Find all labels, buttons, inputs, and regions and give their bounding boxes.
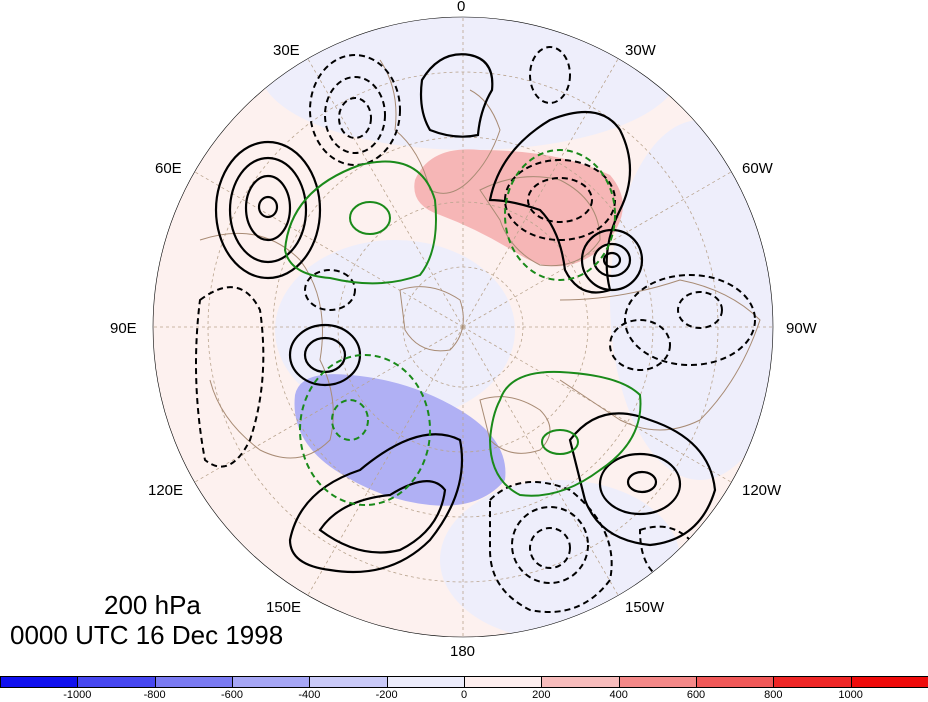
contour-solid <box>568 412 717 547</box>
map-boundary <box>152 16 774 638</box>
contour-dashed <box>504 159 616 241</box>
colorbar-swatch <box>618 676 697 688</box>
colorbar-tick-label: -600 <box>220 689 244 701</box>
colorbar-tick-label: -400 <box>298 689 321 701</box>
shading-light-blue-east <box>610 120 773 480</box>
contour-solid <box>228 156 308 264</box>
colorbar-tick-label: 400 <box>609 689 628 701</box>
lon-label-120w: 120W <box>742 482 782 499</box>
colorbar-swatch <box>850 676 928 688</box>
contour-green-solid <box>283 160 437 285</box>
coastlines <box>199 59 761 459</box>
colorbar-tick-label: 1000 <box>838 689 863 701</box>
colorbar-swatch <box>464 676 543 688</box>
colorbar-tick-label: -800 <box>143 689 166 701</box>
colorbar-swatch <box>696 676 775 688</box>
colorbar-tick-label: -1000 <box>63 689 92 701</box>
lon-label-60w: 60W <box>742 160 773 177</box>
lon-label-90e: 90E <box>110 320 137 337</box>
lon-label-0: 0 <box>457 0 466 15</box>
contour-green-dashed <box>331 399 369 441</box>
colorbar-tick-label: 800 <box>764 689 783 701</box>
lon-label-120e: 120E <box>148 482 184 499</box>
contour-solid <box>257 195 279 219</box>
lon-label-150w: 150W <box>625 599 665 616</box>
colorbar-swatch <box>0 676 79 688</box>
colorbar-tick-label: -200 <box>375 689 398 701</box>
green-contours <box>283 160 642 497</box>
parallel-circle <box>402 266 524 388</box>
coastline-alaska <box>479 396 551 454</box>
contour-dashed <box>529 527 571 569</box>
colorbar: -1000 -800 -600 -400 -200 0 200 400 600 800 1000 <box>0 676 928 702</box>
contour-dashed <box>529 46 571 104</box>
contour-solid <box>244 174 292 242</box>
lon-label-90w: 90W <box>786 320 817 337</box>
contour-dashed <box>677 291 723 329</box>
colorbar-swatch <box>77 676 156 688</box>
contour-dashed <box>511 506 589 584</box>
colorbar-swatch <box>541 676 620 688</box>
shading-blue-anomaly <box>294 374 506 506</box>
contour-solid <box>592 242 632 278</box>
contour-solid <box>419 53 494 138</box>
contour-solid <box>214 140 322 280</box>
timestamp-label: 0000 UTC 16 Dec 1998 <box>10 620 284 650</box>
coastline-asia <box>199 232 334 459</box>
contour-solid <box>602 251 622 269</box>
contour-green-solid <box>349 201 391 235</box>
contour-dashed <box>324 76 386 154</box>
colorbar-swatch <box>154 676 233 688</box>
negative-contours <box>195 46 756 613</box>
colorbar-tick-label: 600 <box>686 689 706 701</box>
contour-dashed <box>304 269 356 311</box>
contour-green-dashed <box>299 354 431 506</box>
contour-solid <box>598 452 682 516</box>
graticule <box>153 17 773 637</box>
lon-label-30e: 30E <box>273 42 300 59</box>
parallel-circle <box>207 71 719 583</box>
colorbar-swatch <box>773 676 852 688</box>
colorbar-tick-label: 0 <box>460 689 468 701</box>
colorbar-swatch <box>386 676 465 688</box>
contour-green-solid <box>541 429 579 455</box>
contour-solid <box>580 228 644 292</box>
contour-green-dashed <box>504 149 616 281</box>
coastline-europe <box>379 59 501 194</box>
coastline-arctic <box>399 286 464 352</box>
contour-solid <box>288 433 464 574</box>
coastline-greenland <box>479 176 601 267</box>
contour-solid <box>318 480 447 554</box>
lon-label-150e: 150E <box>266 599 302 616</box>
contour-dashed <box>609 319 671 371</box>
contour-solid <box>626 470 658 494</box>
lon-label-180: 180 <box>450 643 476 660</box>
contour-dashed <box>195 286 265 468</box>
colorbar-swatch <box>309 676 388 688</box>
contour-green-solid <box>488 370 642 497</box>
contour-dashed <box>638 525 692 582</box>
shading-light-blue-south <box>440 480 680 637</box>
colorbar-tick-label: 200 <box>532 689 551 701</box>
shading-pink-anomaly <box>414 149 623 267</box>
green-dashed-contours <box>299 149 616 506</box>
lon-label-60e: 60E <box>155 160 182 177</box>
contour-dashed <box>624 274 756 366</box>
pressure-level-label: 200 hPa <box>104 590 201 620</box>
colorbar-swatch <box>232 676 311 688</box>
contour-dashed <box>527 177 593 223</box>
contour-dashed <box>309 54 401 166</box>
lon-label-30w: 30W <box>625 42 656 59</box>
coastline-north-america <box>559 279 761 431</box>
contour-dashed <box>338 97 372 139</box>
